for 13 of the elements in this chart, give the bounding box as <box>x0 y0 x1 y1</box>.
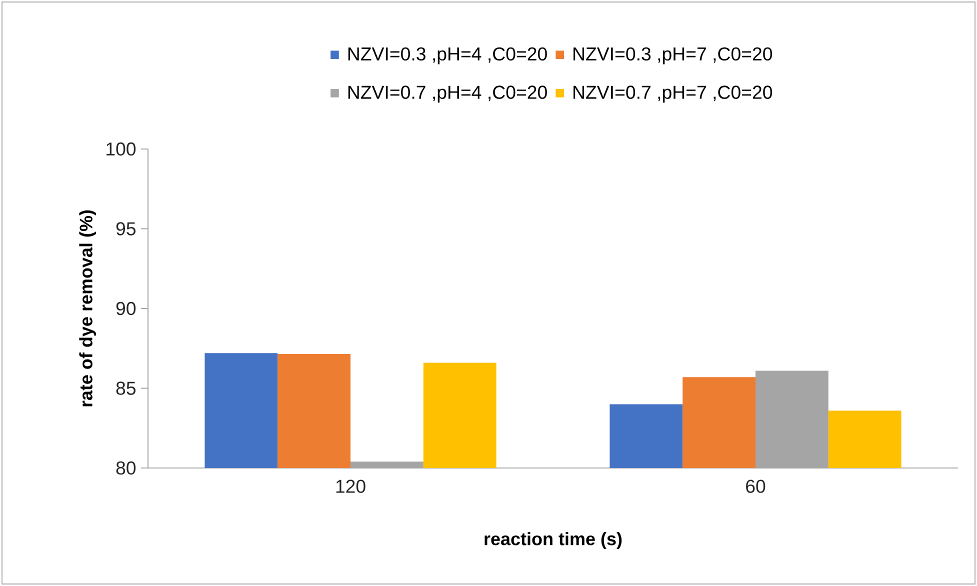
y-tick-label: 90 <box>116 302 136 316</box>
legend-label: NZVI=0.3 ,pH=7 ,C0=20 <box>574 47 772 64</box>
y-tick-label: 100 <box>106 142 136 156</box>
legend-label: NZVI=0.7 ,pH=4 ,C0=20 <box>348 86 547 103</box>
y-tick-label: 85 <box>116 382 136 395</box>
y-tick-label: 95 <box>116 222 136 236</box>
y-tick-label: 80 <box>116 461 136 475</box>
y-axis-title: rate of dye removal (%) <box>79 210 96 406</box>
legend-label: NZVI=0.3 ,pH=4 ,C0=20 <box>348 47 547 64</box>
x-tick-label: 60 <box>746 480 766 493</box>
legend-label: NZVI=0.7 ,pH=7 ,C0=20 <box>574 86 772 103</box>
x-axis-title: reaction time (s) <box>484 532 622 549</box>
x-tick-label: 120 <box>336 480 366 493</box>
